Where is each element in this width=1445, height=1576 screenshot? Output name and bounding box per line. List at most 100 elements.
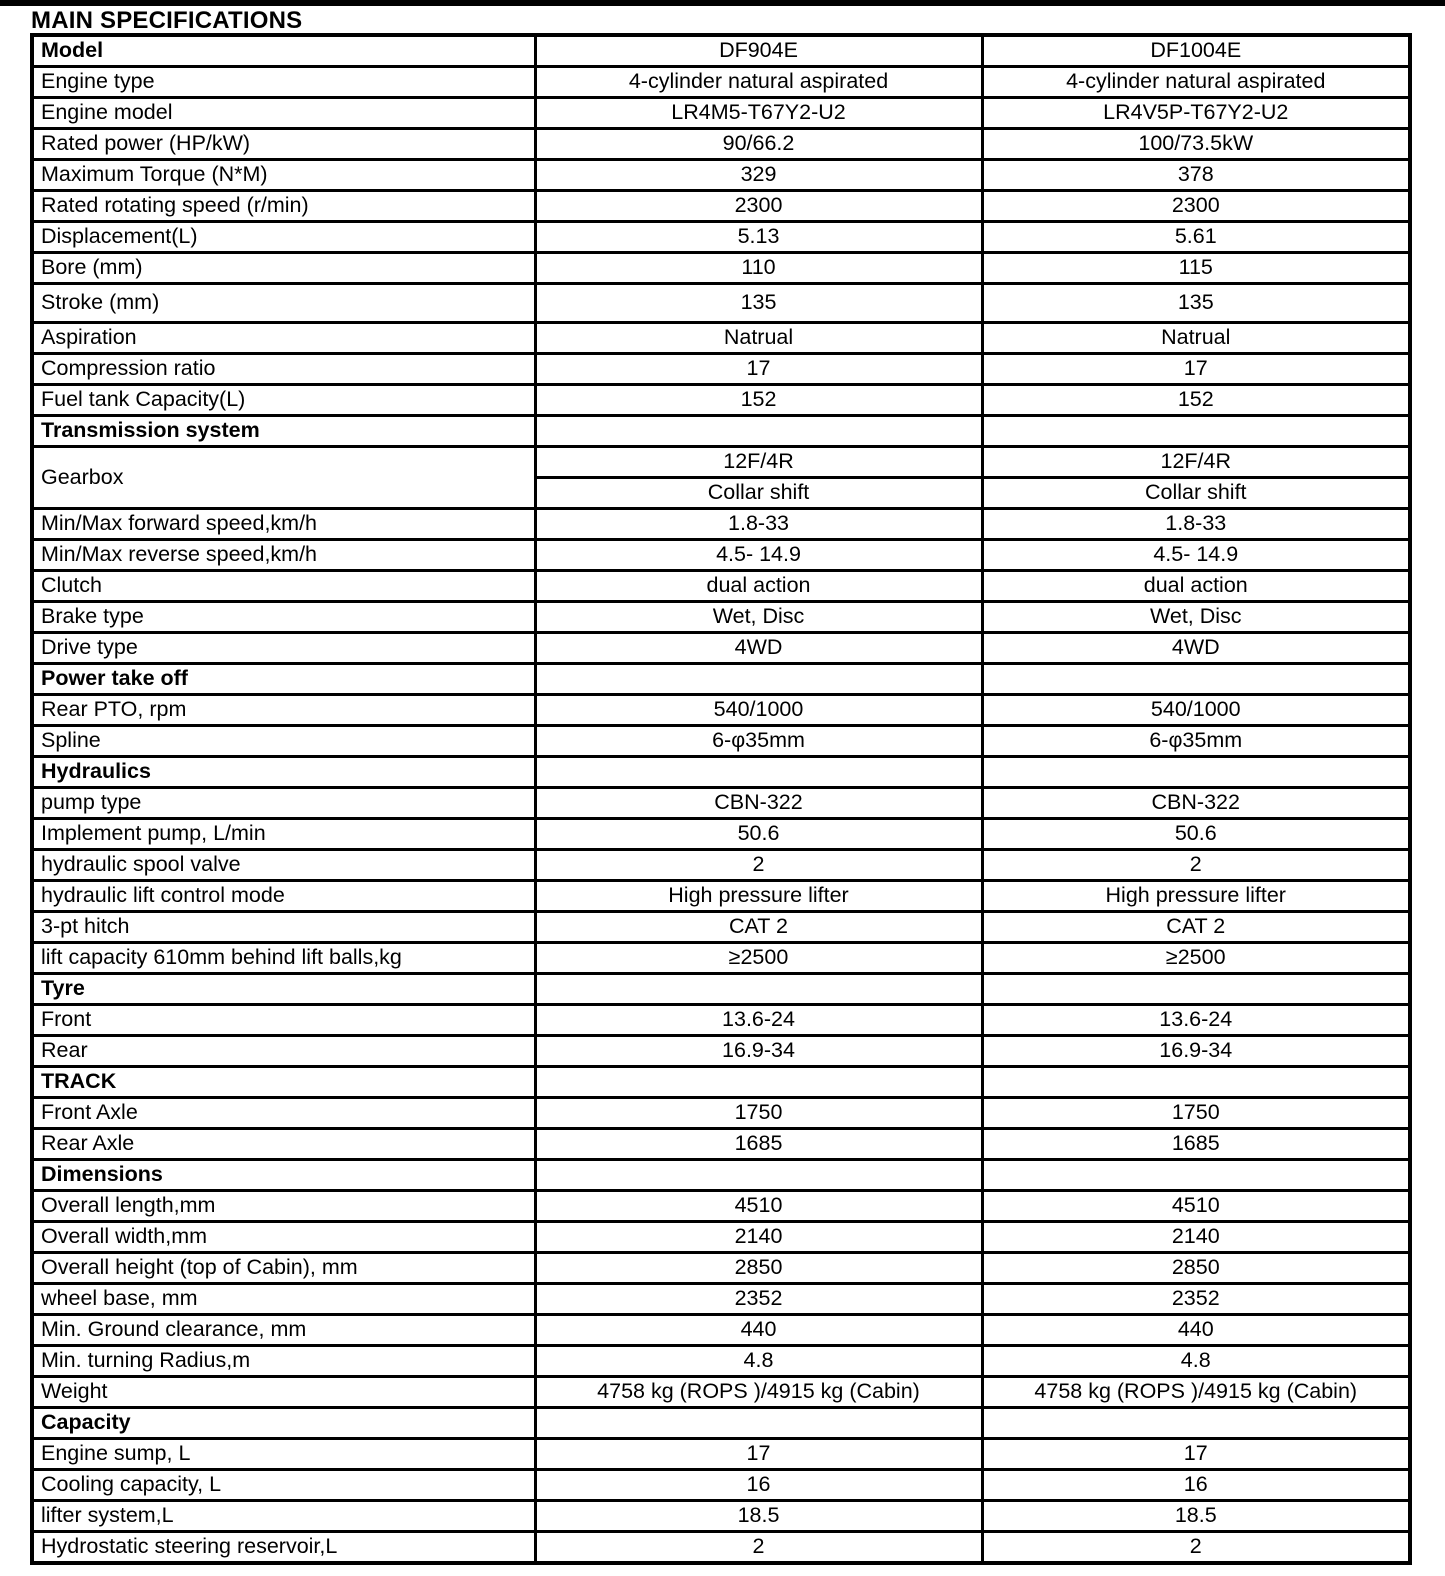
spec-label-cell: Clutch [30, 569, 537, 603]
table-row: Weight 4758 kg (ROPS )/4915 kg (Cabin) 475… [30, 1375, 1412, 1409]
table-row: Spline 6-φ35mm 6-φ35mm [30, 724, 1412, 758]
spec-value-cell: CBN-322 [533, 786, 984, 820]
spec-label-cell: Min. Ground clearance, mm [30, 1313, 537, 1347]
table-row: Tyre [30, 972, 1412, 1006]
spec-value-cell: 2352 [980, 1282, 1412, 1316]
spec-value-cell: 2 [980, 848, 1412, 882]
spec-value-cell: 50.6 [533, 817, 984, 851]
spec-value-cell: 2300 [980, 189, 1412, 223]
spec-label-cell: Tyre [30, 972, 537, 1006]
spec-label-cell: Engine model [30, 96, 537, 130]
spec-value-cell: 16 [980, 1468, 1412, 1502]
table-row: Bore (mm) 110 115 [30, 251, 1412, 285]
spec-label-cell: Bore (mm) [30, 251, 537, 285]
spec-value-cell: 2352 [533, 1282, 984, 1316]
spec-value-cell [533, 755, 984, 789]
spec-label-cell: Engine sump, L [30, 1437, 537, 1471]
spec-value-cell: 16.9-34 [980, 1034, 1412, 1068]
table-row: Collar shift Collar shift [32, 476, 1412, 510]
spec-value-cell: 2140 [533, 1220, 984, 1254]
spec-label-cell: Hydraulics [30, 755, 537, 789]
spec-table-rows: Model DF904E DF1004E Engine type 4-cylinder … [30, 33, 1412, 1565]
table-row: Brake type Wet, Disc Wet, Disc [30, 600, 1412, 634]
spec-label-cell: Engine type [30, 65, 537, 99]
spec-value-cell: dual action [533, 569, 984, 603]
spec-value-cell: 4758 kg (ROPS )/4915 kg (Cabin) [980, 1375, 1412, 1409]
spec-label-cell: Front Axle [30, 1096, 537, 1130]
spec-value-cell: 17 [533, 352, 984, 386]
spec-value-cell: 1.8-33 [980, 507, 1412, 541]
spec-value-cell: 2300 [533, 189, 984, 223]
table-row: Min. turning Radius,m 4.8 4.8 [30, 1344, 1412, 1378]
spec-label-cell: Dimensions [30, 1158, 537, 1192]
spec-label-cell: Hydrostatic steering reservoir,L [30, 1530, 537, 1565]
table-row: Engine model LR4M5-T67Y2-U2 LR4V5P-T67Y2-U… [30, 96, 1412, 130]
spec-value-cell [533, 1406, 984, 1440]
table-row: Engine sump, L 17 17 [30, 1437, 1412, 1471]
spec-value-cell: 4WD [533, 631, 984, 665]
spec-label-cell: Rear [30, 1034, 537, 1068]
spec-value-cell: 378 [980, 158, 1412, 192]
spec-label-cell: Min/Max reverse speed,km/h [30, 538, 537, 572]
table-row: Min/Max forward speed,km/h 1.8-33 1.8-33 [30, 507, 1412, 541]
spec-label-cell: Maximum Torque (N*M) [30, 158, 537, 192]
table-row: Rated power (HP/kW) 90/66.2 100/73.5kW [30, 127, 1412, 161]
spec-label-cell: Fuel tank Capacity(L) [30, 383, 537, 417]
spec-value-cell: 2850 [980, 1251, 1412, 1285]
spec-value-cell: 1685 [533, 1127, 984, 1161]
spec-value-cell: 18.5 [533, 1499, 984, 1533]
table-row: Clutch dual action dual action [30, 569, 1412, 603]
spec-value-cell: 4.8 [533, 1344, 984, 1378]
table-row: Rated rotating speed (r/min) 2300 2300 [30, 189, 1412, 223]
spec-value-cell: 17 [980, 1437, 1412, 1471]
table-row: Min/Max reverse speed,km/h 4.5- 14.9 4.5- … [30, 538, 1412, 572]
spec-value-cell: DF1004E [980, 33, 1412, 68]
spec-value-cell: 1685 [980, 1127, 1412, 1161]
spec-label-cell: Model [30, 33, 537, 68]
spec-value-cell: 4.5- 14.9 [980, 538, 1412, 572]
spec-label-cell: Rated rotating speed (r/min) [30, 189, 537, 223]
spec-value-cell: 4510 [980, 1189, 1412, 1223]
spec-label-cell: Drive type [30, 631, 537, 665]
spec-value-cell: 135 [980, 282, 1412, 324]
table-row: Implement pump, L/min 50.6 50.6 [30, 817, 1412, 851]
table-row: Engine type 4-cylinder natural aspirated 4… [30, 65, 1412, 99]
spec-value-cell: 540/1000 [980, 693, 1412, 727]
table-row: Hydraulics [30, 755, 1412, 789]
spec-value-cell [980, 1406, 1412, 1440]
spec-value-cell [980, 972, 1412, 1006]
table-row: Displacement(L) 5.13 5.61 [30, 220, 1412, 254]
table-row: Hydrostatic steering reservoir,L 2 2 [30, 1530, 1412, 1565]
spec-label-cell: Stroke (mm) [30, 282, 537, 324]
spec-value-cell: ≥2500 [980, 941, 1412, 975]
spec-label-cell: Min/Max forward speed,km/h [30, 507, 537, 541]
spec-label-cell: Overall height (top of Cabin), mm [30, 1251, 537, 1285]
spec-label-cell: TRACK [30, 1065, 537, 1099]
spec-value-cell: Natrual [533, 321, 984, 355]
spec-label-cell: Power take off [30, 662, 537, 696]
spec-value-cell [980, 1158, 1412, 1192]
spec-label-cell: Front [30, 1003, 537, 1037]
spec-value-cell: 2140 [980, 1220, 1412, 1254]
spec-value-cell: Collar shift [533, 476, 984, 510]
spec-value-cell: 4.5- 14.9 [533, 538, 984, 572]
spec-label-cell: pump type [30, 786, 537, 820]
spec-value-cell: 4510 [533, 1189, 984, 1223]
table-row: Rear PTO, rpm 540/1000 540/1000 [30, 693, 1412, 727]
spec-value-cell: 440 [980, 1313, 1412, 1347]
spec-value-cell [533, 662, 984, 696]
spec-value-cell: LR4V5P-T67Y2-U2 [980, 96, 1412, 130]
spec-value-cell: 50.6 [980, 817, 1412, 851]
spec-value-cell: 4-cylinder natural aspirated [980, 65, 1412, 99]
spec-label-cell: hydraulic spool valve [30, 848, 537, 882]
spec-value-cell: 152 [533, 383, 984, 417]
spec-value-cell: DF904E [533, 33, 984, 68]
table-row: Aspiration Natrual Natrual [30, 321, 1412, 355]
spec-value-cell: CBN-322 [980, 786, 1412, 820]
spec-value-cell: Collar shift [980, 476, 1412, 510]
spec-label-cell: Capacity [30, 1406, 537, 1440]
spec-value-cell: 5.61 [980, 220, 1412, 254]
spec-value-cell: 4.8 [980, 1344, 1412, 1378]
spec-value-cell: 17 [533, 1437, 984, 1471]
spec-value-cell [533, 972, 984, 1006]
